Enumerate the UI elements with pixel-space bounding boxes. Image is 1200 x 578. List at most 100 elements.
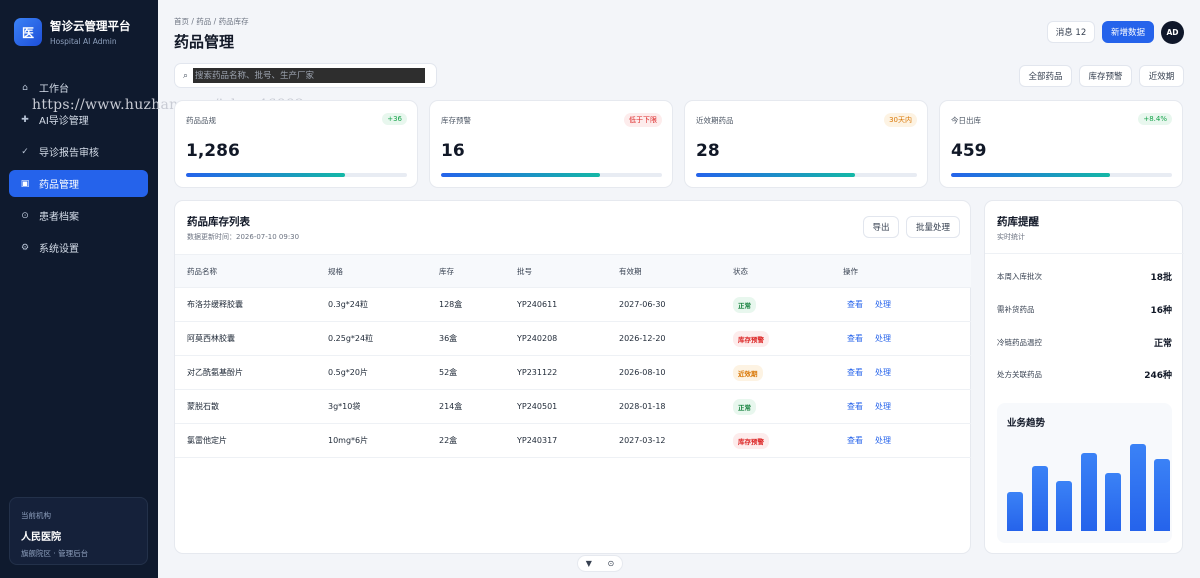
stat-progress-track	[186, 173, 407, 177]
handle-link[interactable]: 处理	[875, 300, 891, 309]
current-org-card[interactable]: 当前机构 人民医院 旗舰院区 · 管理后台	[9, 497, 148, 565]
alert-label: 处方关联药品	[997, 370, 1042, 379]
view-link[interactable]: 查看	[847, 402, 863, 411]
drug-name: 布洛芬缓释胶囊	[187, 300, 243, 309]
handle-link[interactable]: 处理	[875, 402, 891, 411]
org-desc: 旗舰院区 · 管理后台	[21, 549, 89, 558]
view-link[interactable]: 查看	[847, 436, 863, 445]
drug-batch: YP240501	[517, 402, 558, 411]
drug-stock: 214盒	[439, 402, 463, 411]
column-header-status[interactable]: 状态	[733, 266, 748, 276]
filter-icon[interactable]: ▼	[585, 559, 592, 568]
view-link[interactable]: 查看	[847, 368, 863, 377]
trend-bars	[1007, 433, 1170, 531]
stat-card-near-expiry[interactable]: 近效期药品 30天内 28	[684, 100, 928, 188]
drug-batch: YP240317	[517, 436, 558, 445]
drug-batch: YP231122	[517, 368, 558, 377]
handle-link[interactable]: 处理	[875, 334, 891, 343]
box-icon: ▣	[20, 178, 30, 189]
sidebar-item-label: 工作台	[39, 84, 69, 95]
view-link[interactable]: 查看	[847, 334, 863, 343]
sidebar-item-drugs[interactable]: ▣ 药品管理	[9, 170, 148, 197]
alert-value: 246种	[1144, 371, 1172, 381]
trend-bar	[1105, 473, 1121, 531]
filter-all-drugs[interactable]: 全部药品	[1019, 65, 1072, 87]
filter-stock-warning[interactable]: 库存预警	[1079, 65, 1132, 87]
alert-item: 本周入库批次 18批	[997, 270, 1172, 283]
drug-stock: 52盒	[439, 368, 458, 377]
drug-spec: 0.5g*20片	[328, 368, 368, 377]
column-header-name[interactable]: 药品名称	[187, 266, 217, 276]
stat-card-today-outbound[interactable]: 今日出库 +8.4% 459	[939, 100, 1183, 188]
floating-toolbar: ▼ ⊙	[577, 555, 623, 572]
table-row[interactable]: 对乙酰氨基酚片 0.5g*20片 52盒 YP231122 2026-08-10…	[175, 356, 971, 390]
new-data-button[interactable]: 新增数据	[1102, 21, 1154, 43]
sidebar-item-report-review[interactable]: ✓ 导诊报告审核	[9, 138, 148, 165]
avatar[interactable]: AD	[1161, 21, 1184, 44]
column-header-expiry[interactable]: 有效期	[619, 266, 642, 276]
table-row[interactable]: 布洛芬缓释胶囊 0.3g*24粒 128盒 YP240611 2027-06-3…	[175, 288, 971, 322]
sidebar-item-label: 系统设置	[39, 244, 79, 255]
drug-expiry: 2028-01-18	[619, 402, 666, 411]
drug-name: 阿莫西林胶囊	[187, 334, 235, 343]
alert-item: 需补货药品 16种	[997, 303, 1172, 316]
panel-subtitle: 实时统计	[997, 233, 1025, 241]
drug-batch: YP240611	[517, 300, 558, 309]
sidebar-item-workbench[interactable]: ⌂ 工作台	[9, 74, 148, 101]
drug-batch: YP240208	[517, 334, 558, 343]
stat-card-drug-specs[interactable]: 药品品规 +36 1,286	[174, 100, 418, 188]
stat-value: 1,286	[186, 141, 240, 161]
trend-title: 业务趋势	[1007, 418, 1046, 429]
column-header-batch[interactable]: 批号	[517, 266, 532, 276]
handle-link[interactable]: 处理	[875, 436, 891, 445]
alert-value: 正常	[1153, 339, 1172, 349]
search-input[interactable]	[193, 68, 426, 83]
stat-label: 药品品规	[186, 116, 216, 125]
brand-logo: 医	[14, 18, 42, 46]
drug-spec: 0.3g*24粒	[328, 300, 368, 309]
sidebar-item-patients[interactable]: ⊙ 患者档案	[9, 202, 148, 229]
alert-label: 冷链药品温控	[997, 338, 1042, 347]
trend-bar	[1007, 491, 1023, 531]
stat-progress-track	[696, 173, 917, 177]
export-button[interactable]: 导出	[863, 216, 899, 238]
alert-label: 需补货药品	[997, 305, 1035, 314]
messages-button[interactable]: 消息 12	[1047, 21, 1095, 43]
trend-bar	[1056, 481, 1072, 531]
trend-widget: 业务趋势	[997, 403, 1172, 543]
status-badge: 正常	[733, 296, 756, 313]
table-row[interactable]: 蒙脱石散 3g*10袋 214盒 YP240501 2028-01-18 正常 …	[175, 390, 971, 424]
sidebar-item-ai-triage[interactable]: ✚ AI导诊管理	[9, 106, 148, 133]
home-icon: ⌂	[22, 82, 28, 93]
inventory-table: 药品名称 规格 库存 批号 有效期 状态 操作 布洛芬缓释胶囊 0.3g*24粒…	[175, 254, 971, 458]
org-label: 当前机构	[21, 511, 51, 520]
table-row[interactable]: 阿莫西林胶囊 0.25g*24粒 36盒 YP240208 2026-12-20…	[175, 322, 971, 356]
column-header-spec[interactable]: 规格	[328, 266, 343, 276]
stat-card-stock-warning[interactable]: 库存预警 低于下限 16	[429, 100, 673, 188]
batch-process-button[interactable]: 批量处理	[906, 216, 960, 238]
brand[interactable]: 医 智诊云管理平台 Hospital AI Admin	[14, 18, 131, 46]
sidebar-item-settings[interactable]: ⚙ 系统设置	[9, 234, 148, 261]
table-updated-time: 数据更新时间：2026-07-10 09:30	[187, 233, 300, 241]
stat-progress-fill	[186, 173, 346, 177]
column-header-stock[interactable]: 库存	[439, 266, 454, 276]
search-icon: ⌕	[183, 70, 189, 81]
stat-badge: +8.4%	[1138, 113, 1172, 125]
table-row[interactable]: 氯雷他定片 10mg*6片 22盒 YP240317 2027-03-12 库存…	[175, 424, 971, 458]
table-title: 药品库存列表	[187, 216, 250, 228]
stat-progress-track	[441, 173, 662, 177]
stat-progress-fill	[696, 173, 856, 177]
sidebar-item-label: 药品管理	[39, 180, 79, 191]
view-link[interactable]: 查看	[847, 300, 863, 309]
trend-bar	[1031, 466, 1048, 531]
target-icon[interactable]: ⊙	[607, 559, 615, 568]
filter-near-expiry[interactable]: 近效期	[1139, 65, 1184, 87]
handle-link[interactable]: 处理	[875, 368, 891, 377]
sidebar-item-label: 导诊报告审核	[39, 148, 99, 159]
drug-stock: 36盒	[439, 334, 458, 343]
drug-spec: 0.25g*24粒	[328, 334, 374, 343]
sidebar-item-label: AI导诊管理	[39, 116, 89, 127]
sidebar: 医 智诊云管理平台 Hospital AI Admin ⌂ 工作台 ✚ AI导诊…	[0, 0, 158, 578]
alert-item: 冷链药品温控 正常	[997, 336, 1172, 349]
brand-subtitle: Hospital AI Admin	[50, 37, 117, 46]
